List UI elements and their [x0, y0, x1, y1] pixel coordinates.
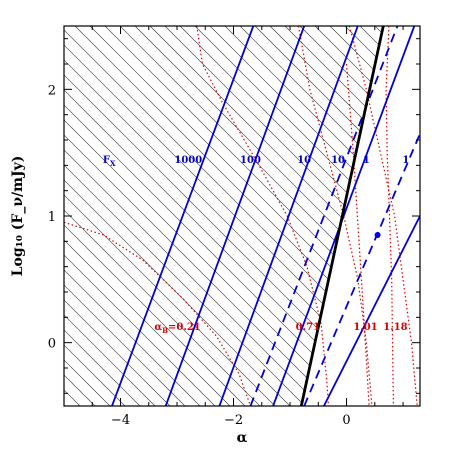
y-tick-label: 2 [48, 83, 56, 98]
y-tick-label: 0 [48, 337, 56, 352]
x-tick-label: 0 [342, 413, 350, 428]
x-tick-label: −4 [111, 413, 130, 428]
blue-line-label: 1 [363, 155, 370, 166]
hatch-line [0, 26, 5, 406]
hatch-line [64, 26, 321, 406]
hatch-line [254, 26, 384, 406]
hatch-line [64, 26, 351, 406]
hatch-line [64, 26, 366, 406]
hatch-line [64, 26, 216, 406]
hatch-line [104, 26, 384, 406]
hatch-line [74, 26, 384, 406]
red-curve-label: 1.01 [353, 322, 377, 333]
hatch-line [149, 26, 384, 406]
blue-line-label: 100 [240, 155, 261, 166]
x-axis-title: α [237, 430, 248, 446]
hatch-line [64, 26, 336, 406]
hatch-line [64, 26, 156, 406]
hatch-line [134, 26, 384, 406]
red-dotted-curve [348, 26, 418, 406]
blue-flux-line [111, 26, 255, 406]
red-dotted-curve [297, 26, 373, 406]
blue-flux-line [323, 215, 420, 406]
blue-line-label: 1 [402, 155, 409, 166]
blue-flux-line [218, 26, 359, 406]
hatch-line [64, 26, 291, 406]
red-dotted-curve [196, 26, 330, 406]
hatch-line [299, 26, 384, 406]
hatch-line [450, 26, 458, 406]
blue-line-label: 10 [297, 155, 311, 166]
hatch-line [64, 26, 231, 406]
y-axis-title: Log₁₀ (F_ν/mJy) [10, 156, 26, 277]
blue-data-point [374, 232, 381, 238]
hatch-line [89, 26, 384, 406]
black-limit-line [299, 26, 385, 406]
hatch-line [435, 26, 458, 406]
y-tick-label: 1 [48, 210, 56, 225]
hatch-line [209, 26, 384, 406]
hatch-line [64, 26, 384, 406]
hatch-line [390, 26, 458, 406]
blue-dashed-line [249, 26, 399, 406]
hatch-line [420, 26, 458, 406]
hatch-line [64, 26, 246, 406]
hatch-line [64, 26, 171, 406]
hatch-line [64, 26, 186, 406]
red-curve-label: 0.71 [296, 322, 320, 333]
red-curve-label: αB=0.21 [154, 322, 200, 335]
red-dotted-curve [385, 26, 394, 406]
hatch-line [64, 26, 201, 406]
hatch-line [64, 26, 141, 406]
blue-line-label: 1000 [174, 155, 202, 166]
hatch-line [119, 26, 384, 406]
x-tick-label: −2 [224, 413, 243, 428]
hatch-line [64, 26, 276, 406]
hatch-line [344, 26, 384, 406]
red-curve-label: 1.18 [383, 322, 407, 333]
blue-dashed-line [303, 133, 420, 406]
hatch-line [224, 26, 384, 406]
hatch-line [239, 26, 384, 406]
blue-line-label: 10 [331, 155, 345, 166]
hatch-line [269, 26, 384, 406]
blue-line-label: FX [103, 155, 116, 168]
hatch-line [64, 26, 306, 406]
hatch-line [194, 26, 384, 406]
blue-flux-line [164, 26, 306, 406]
